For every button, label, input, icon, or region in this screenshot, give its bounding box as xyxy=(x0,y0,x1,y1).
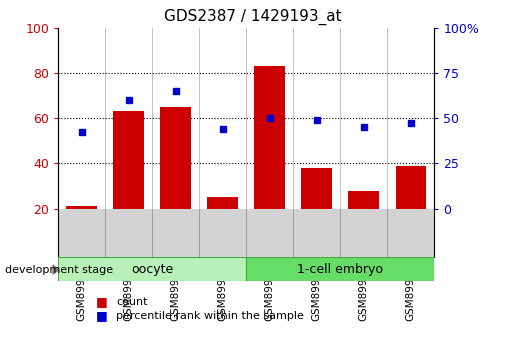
Text: 1-cell embryo: 1-cell embryo xyxy=(297,263,383,276)
Polygon shape xyxy=(53,265,59,274)
Text: oocyte: oocyte xyxy=(131,263,173,276)
Bar xyxy=(301,168,332,209)
Bar xyxy=(208,197,238,209)
FancyBboxPatch shape xyxy=(58,257,246,281)
FancyBboxPatch shape xyxy=(246,257,434,281)
Text: development stage: development stage xyxy=(5,265,113,275)
Bar xyxy=(395,166,426,209)
Bar xyxy=(255,66,285,209)
Bar xyxy=(66,206,97,209)
Text: count: count xyxy=(116,297,147,307)
Text: ■: ■ xyxy=(96,309,108,322)
Bar xyxy=(161,107,191,209)
Bar xyxy=(348,190,379,209)
Text: ■: ■ xyxy=(96,295,108,308)
Text: GDS2387 / 1429193_at: GDS2387 / 1429193_at xyxy=(164,9,341,25)
Text: percentile rank within the sample: percentile rank within the sample xyxy=(116,311,304,321)
Bar xyxy=(113,111,144,209)
